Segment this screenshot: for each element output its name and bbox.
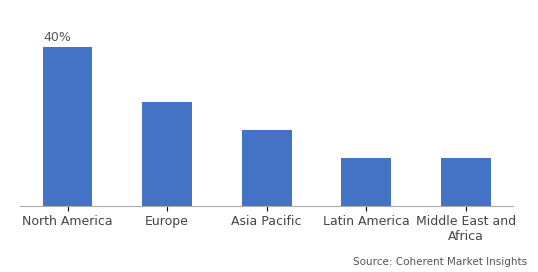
Bar [341,158,391,206]
Bar [441,158,491,206]
Text: 40%: 40% [44,31,72,44]
Text: Source: Coherent Market Insights: Source: Coherent Market Insights [353,256,527,267]
Bar [142,102,192,206]
Bar [43,47,93,206]
Bar [242,130,292,206]
